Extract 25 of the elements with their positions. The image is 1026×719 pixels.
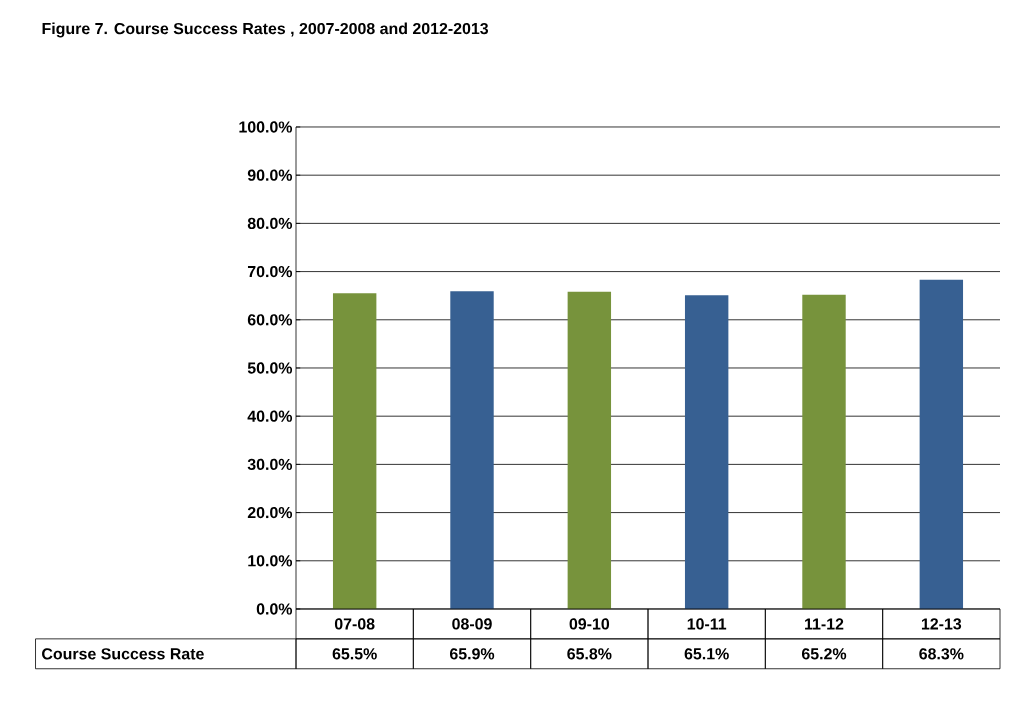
y-tick-label: 40.0% <box>247 410 293 422</box>
y-tick-label: 50.0% <box>247 362 293 374</box>
y-tick-label: 0.0% <box>256 603 293 615</box>
y-tick-label: 100.0% <box>239 121 293 133</box>
chart-title: Figure 7. Course Success Rates , 2007-2008 and 2012-2013 <box>42 22 489 38</box>
data-label: 65.5% <box>332 648 377 660</box>
data-label: 65.2% <box>801 648 847 660</box>
x-tick-label: 11-12 <box>805 618 844 630</box>
y-tick-label: 90.0% <box>247 169 293 181</box>
data-label: 68.3% <box>919 648 964 660</box>
x-tick-label: 10-11 <box>687 618 727 630</box>
y-tick-label: 10.0% <box>248 555 293 567</box>
data-label: 65.9% <box>449 648 495 660</box>
data-label: 65.1% <box>684 648 729 660</box>
y-tick-label: 30.0% <box>247 458 293 471</box>
text: Course Success Rate <box>42 648 204 660</box>
y-tick-label: 70.0% <box>247 265 293 278</box>
y-tick-label: 80.0% <box>247 217 293 230</box>
x-tick-label: 09-10 <box>569 618 610 630</box>
y-tick-label: 20.0% <box>247 506 293 519</box>
x-tick-label: 12-13 <box>921 618 962 630</box>
y-tick-label: 60.0% <box>247 314 293 326</box>
x-tick-label: 07-08 <box>334 618 375 630</box>
x-tick-label: 08-09 <box>452 618 492 630</box>
data-label: 65.8% <box>567 648 612 660</box>
